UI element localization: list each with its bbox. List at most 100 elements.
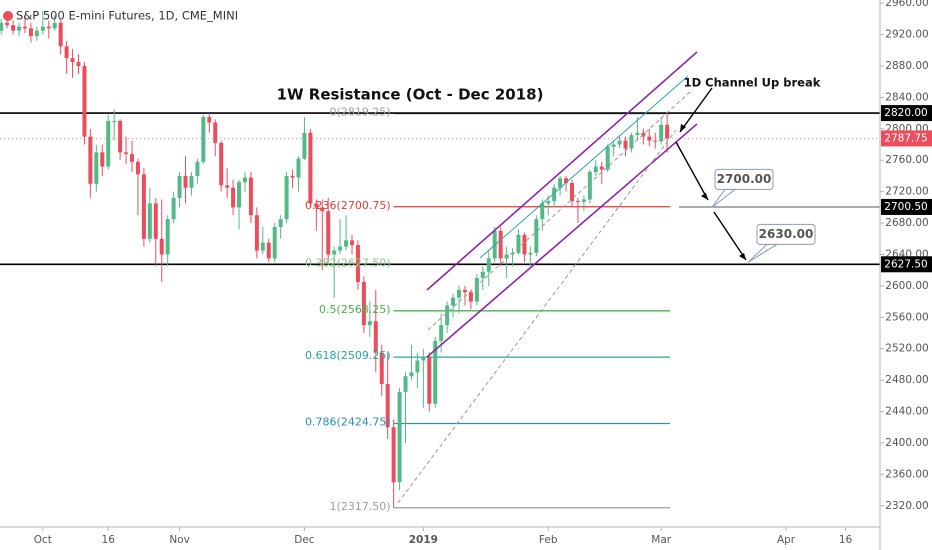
candle-body bbox=[344, 240, 349, 247]
y-tick-label: 2880.00 bbox=[885, 60, 928, 72]
candle-body bbox=[308, 132, 313, 204]
candle-body bbox=[183, 175, 188, 188]
candle-body bbox=[314, 203, 319, 208]
candle-body bbox=[421, 356, 426, 361]
candle-body bbox=[468, 292, 473, 302]
candle-body bbox=[665, 124, 670, 139]
candle-body bbox=[391, 427, 396, 483]
candle-body bbox=[457, 289, 462, 298]
fib-label: 0.236(2700.75) bbox=[305, 199, 391, 212]
candle-body bbox=[106, 120, 111, 167]
fib-label: 0.618(2509.25) bbox=[305, 349, 391, 362]
channel-upper bbox=[426, 51, 698, 291]
candle-body bbox=[326, 211, 331, 255]
candle-body bbox=[219, 142, 224, 186]
x-tick-label: 2019 bbox=[409, 534, 438, 546]
candle-body bbox=[165, 219, 170, 255]
candle-body bbox=[575, 201, 580, 203]
x-tick-label: Oct bbox=[34, 534, 52, 546]
candle-body bbox=[46, 26, 51, 29]
candle-body bbox=[112, 120, 117, 122]
candle-body bbox=[439, 325, 444, 341]
candle-body bbox=[635, 132, 640, 136]
candle-body bbox=[570, 182, 574, 202]
arrow bbox=[679, 87, 713, 133]
symbol-icon bbox=[3, 11, 13, 21]
candle-body bbox=[94, 152, 99, 184]
candle-body bbox=[350, 240, 354, 246]
candle-body bbox=[534, 219, 539, 253]
candle-body bbox=[254, 215, 259, 251]
candle-body bbox=[153, 203, 158, 239]
candle-body bbox=[385, 384, 390, 428]
candle-body bbox=[82, 65, 87, 137]
candle-body bbox=[480, 271, 485, 279]
y-tick-label: 2520.00 bbox=[885, 343, 928, 355]
candle-body bbox=[52, 22, 57, 29]
price-label-box bbox=[881, 198, 932, 215]
candle-body bbox=[498, 230, 503, 259]
callout-label: 2700.00 bbox=[717, 172, 772, 186]
candle-body bbox=[373, 321, 378, 353]
callout-box bbox=[714, 168, 774, 190]
candle-body bbox=[623, 140, 628, 149]
arrow-head bbox=[680, 124, 686, 132]
candle-body bbox=[278, 219, 283, 227]
candle-body bbox=[207, 117, 212, 123]
candle-body bbox=[130, 153, 134, 162]
dashed-line bbox=[397, 129, 677, 504]
candle-body bbox=[5, 22, 10, 26]
candle-body bbox=[486, 258, 491, 272]
y-tick-label: 2560.00 bbox=[885, 311, 928, 323]
x-tick-label: Apr bbox=[777, 534, 796, 546]
candle-body bbox=[659, 124, 664, 142]
candle-body bbox=[558, 178, 563, 188]
candle-body bbox=[474, 278, 479, 302]
candle-body bbox=[64, 46, 69, 59]
callout-box bbox=[756, 223, 816, 245]
candle-body bbox=[76, 62, 81, 66]
candle-body bbox=[415, 360, 420, 373]
x-tick-label: 16 bbox=[839, 534, 853, 546]
candle-body bbox=[296, 158, 301, 178]
candle-body bbox=[332, 250, 337, 255]
candle-body bbox=[367, 321, 372, 326]
arrow-head bbox=[701, 193, 708, 200]
candle-body bbox=[70, 58, 75, 63]
candle-body bbox=[231, 187, 236, 208]
channel-mid bbox=[479, 75, 689, 259]
candle-body bbox=[540, 203, 545, 220]
price-label: 2820.00 bbox=[884, 107, 927, 119]
fib-label: 1(2317.50) bbox=[330, 500, 391, 513]
candle-body bbox=[0, 22, 4, 31]
candle-body bbox=[528, 252, 533, 255]
candle-body bbox=[361, 281, 366, 326]
candle-body bbox=[647, 136, 652, 141]
y-tick-label: 2320.00 bbox=[885, 500, 928, 512]
fib-label: 0.382(2627.50) bbox=[305, 256, 391, 269]
y-tick-label: 2840.00 bbox=[885, 91, 928, 103]
candle-body bbox=[581, 199, 586, 202]
channel-lower bbox=[426, 123, 698, 358]
x-tick-label: 16 bbox=[102, 534, 116, 546]
candle-body bbox=[213, 122, 218, 143]
candle-body bbox=[599, 166, 604, 170]
candle-body bbox=[629, 135, 634, 149]
candle-body bbox=[22, 26, 27, 29]
chart-title: S&P 500 E-mini Futures, 1D, CME_MINI bbox=[16, 9, 238, 23]
candle-body bbox=[522, 234, 527, 255]
fib-label: 0.5(2568.25) bbox=[319, 303, 391, 316]
y-tick-label: 2760.00 bbox=[885, 154, 928, 166]
candle-body bbox=[141, 174, 146, 239]
candle-body bbox=[516, 234, 521, 253]
candle-body bbox=[552, 187, 557, 202]
candle-body bbox=[195, 161, 200, 176]
candle-body bbox=[605, 146, 610, 170]
price-label: 2627.50 bbox=[884, 258, 927, 270]
candle-body bbox=[177, 175, 182, 198]
candle-body bbox=[284, 175, 289, 220]
candle-body bbox=[302, 132, 307, 159]
x-tick-label: Feb bbox=[539, 534, 558, 546]
candle-body bbox=[237, 182, 242, 208]
